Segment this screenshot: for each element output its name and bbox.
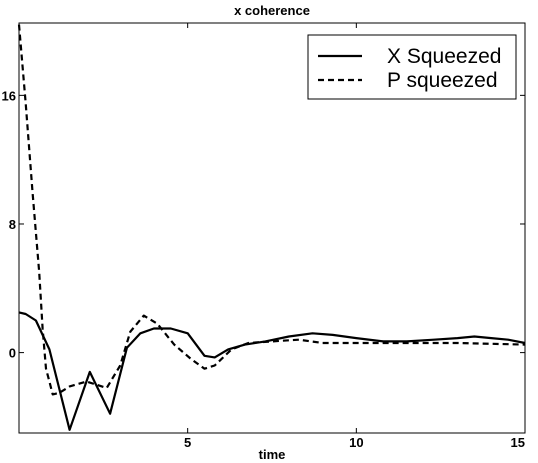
legend-label-p-squeezed: P squeezed xyxy=(387,69,498,92)
series-line-p-squeezed xyxy=(17,24,526,396)
chart-title: x coherence xyxy=(234,3,310,18)
legend-box xyxy=(307,34,517,100)
y-tick-label: 16 xyxy=(2,88,16,103)
series-line-x-squeezed xyxy=(18,311,526,431)
plot-frame xyxy=(18,22,526,434)
axis-ticks: 5 10 15 0 8 16 xyxy=(2,23,526,450)
x-axis-title: time xyxy=(259,447,286,462)
legend-label-x-squeezed: X Squeezed xyxy=(387,45,501,68)
y-tick-label: 8 xyxy=(9,217,16,232)
legend: X Squeezed P squeezed xyxy=(307,34,517,100)
x-tick-label: 5 xyxy=(184,435,191,450)
x-tick-label: 15 xyxy=(511,435,525,450)
x-tick-label: 10 xyxy=(349,435,363,450)
series-lines xyxy=(17,24,526,431)
y-tick-label: 0 xyxy=(9,346,16,361)
